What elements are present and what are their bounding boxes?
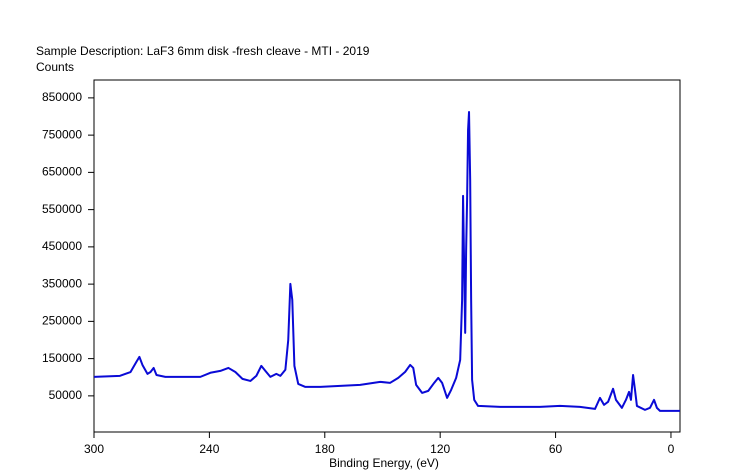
x-tick-label: 240 <box>199 442 219 456</box>
x-tick-label: 300 <box>84 442 104 456</box>
y-tick-label: 650000 <box>42 165 82 179</box>
y-tick-label: 850000 <box>42 90 82 104</box>
x-tick-label: 60 <box>549 442 563 456</box>
x-tick-label: 120 <box>430 442 450 456</box>
y-tick-label: 250000 <box>42 314 82 328</box>
chart-title: Sample Description: LaF3 6mm disk -fresh… <box>36 44 370 58</box>
y-axis-label: Counts <box>36 60 74 74</box>
x-tick-label: 0 <box>668 442 675 456</box>
y-tick-label: 450000 <box>42 239 82 253</box>
y-tick-label: 50000 <box>49 388 83 402</box>
x-axis-label: Binding Energy, (eV) <box>329 456 439 470</box>
y-tick-label: 350000 <box>42 276 82 290</box>
y-tick-label: 550000 <box>42 202 82 216</box>
y-tick-label: 150000 <box>42 351 82 365</box>
x-tick-label: 180 <box>315 442 335 456</box>
plot-frame <box>93 79 681 433</box>
y-tick-label: 750000 <box>42 127 82 141</box>
spectrum-line <box>93 111 680 412</box>
